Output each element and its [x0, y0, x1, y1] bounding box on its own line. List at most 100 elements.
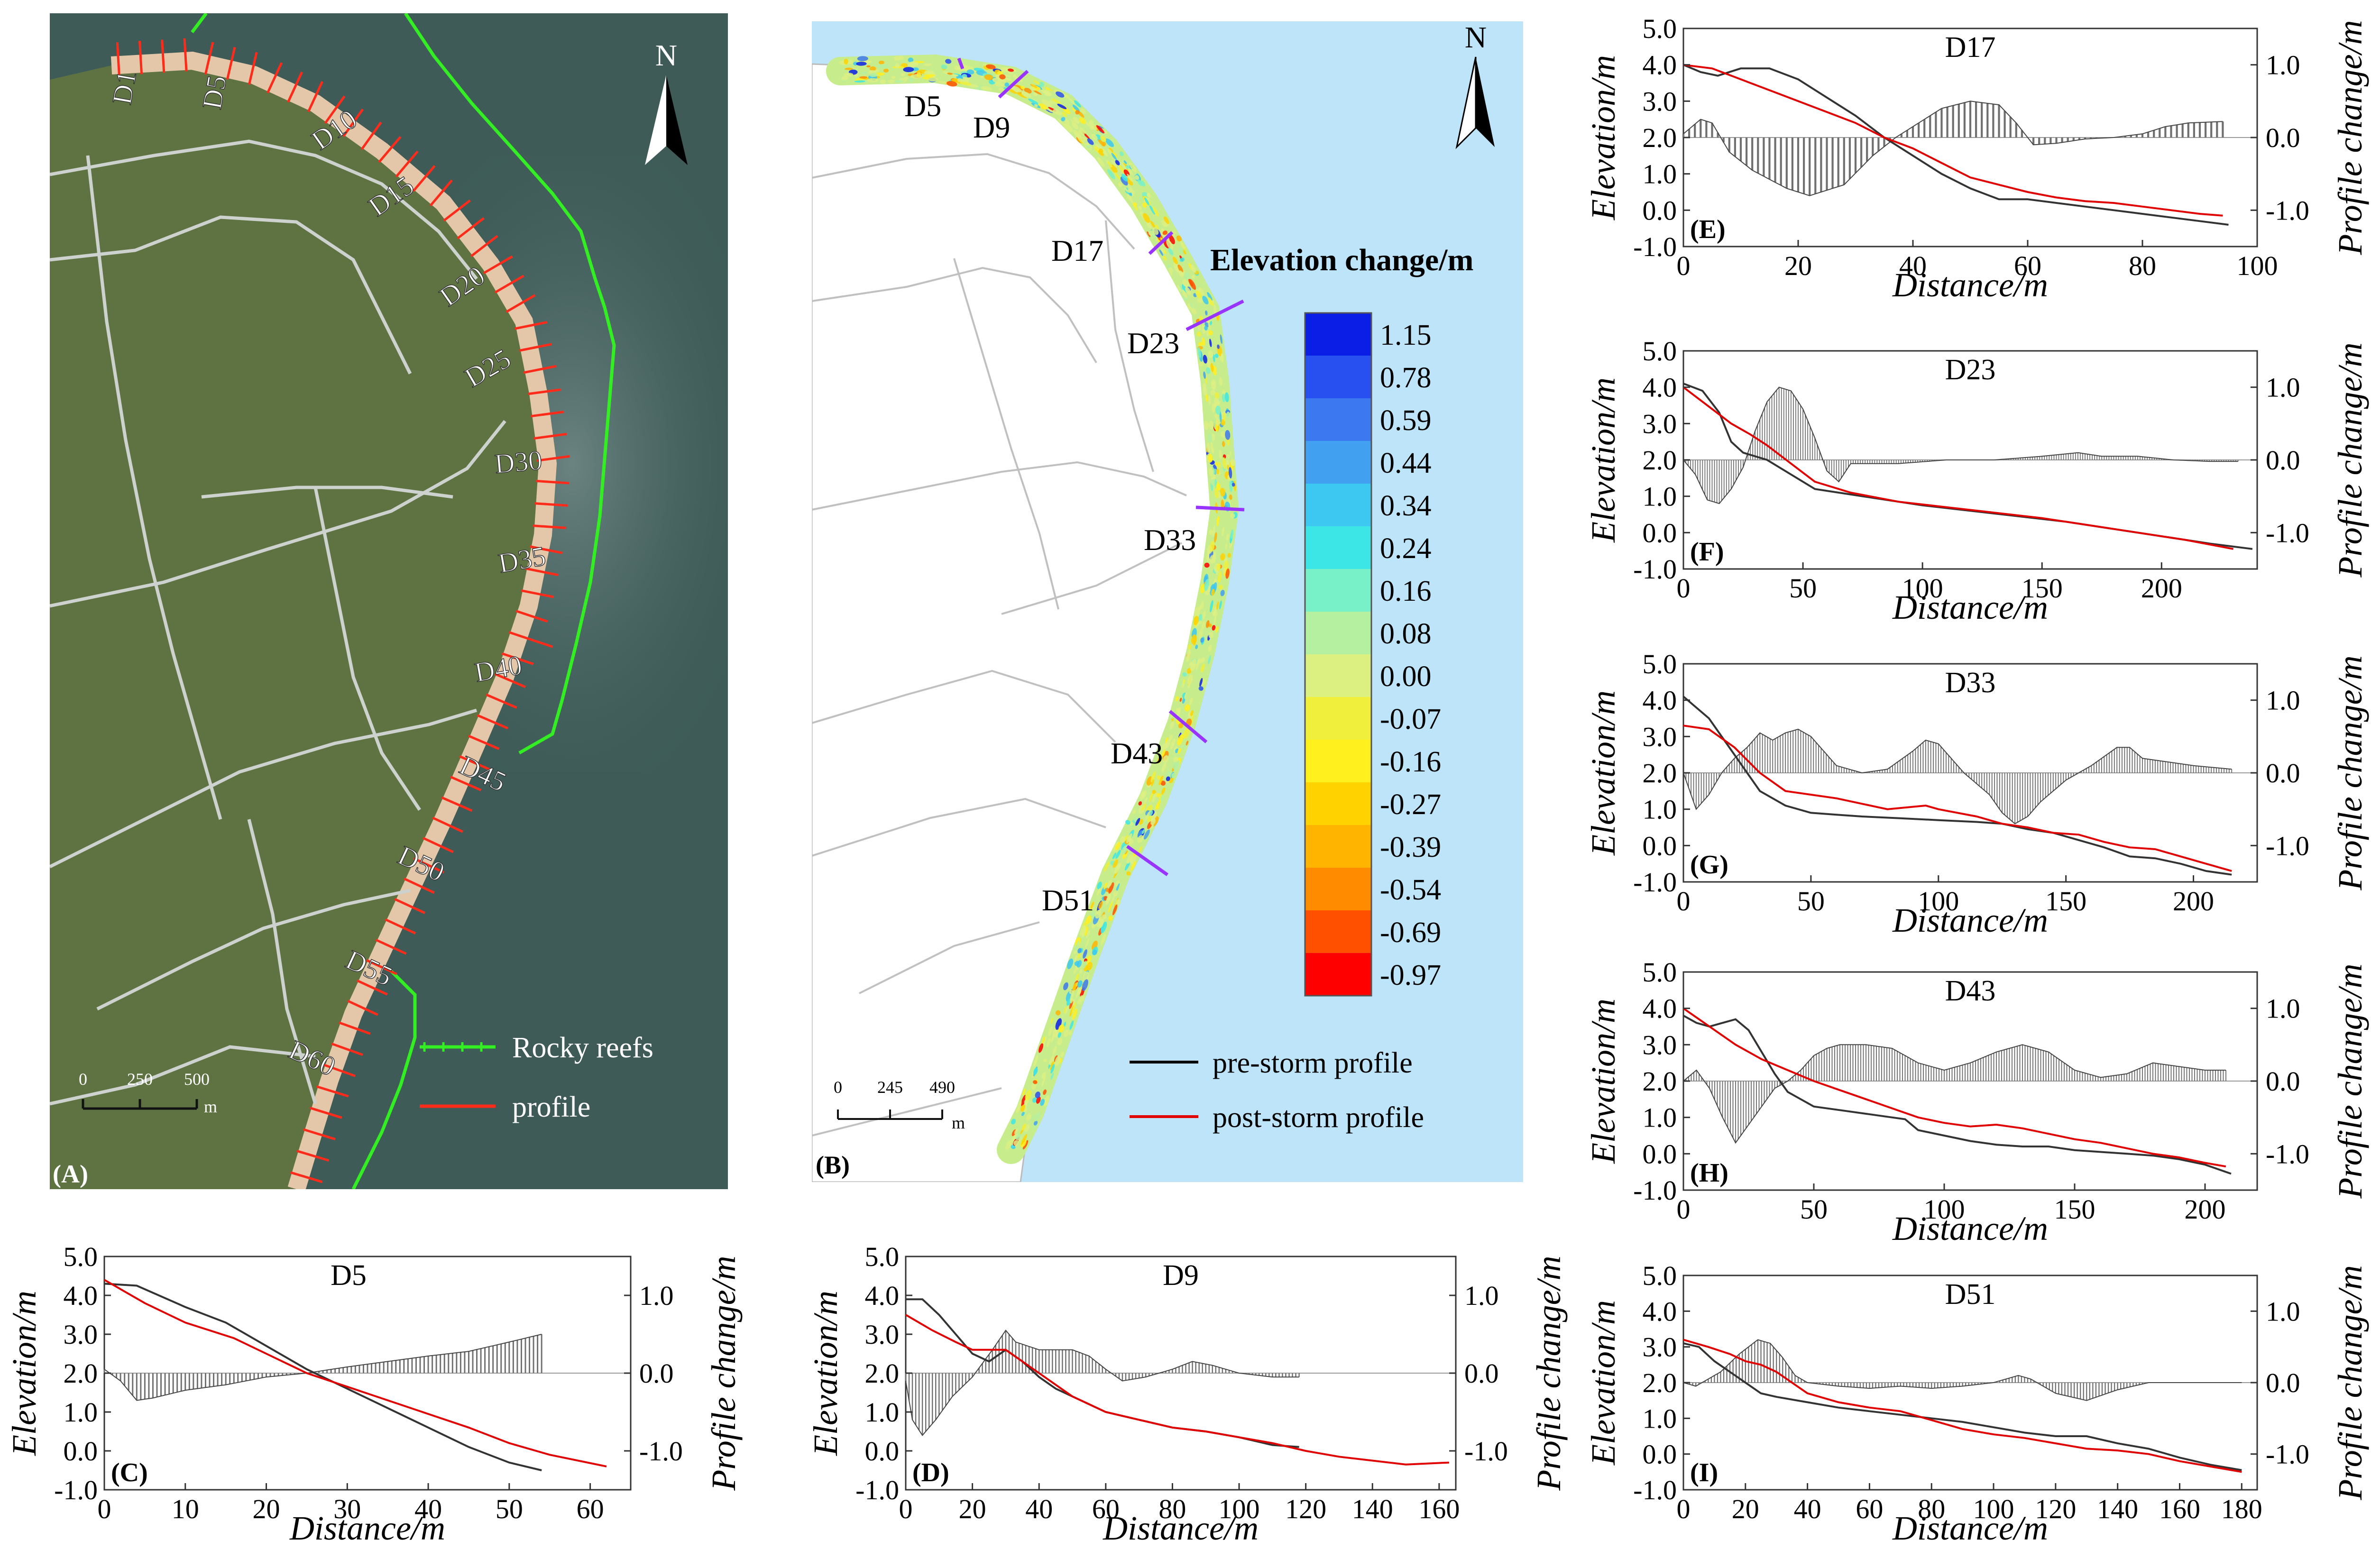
- post-storm-line: [1683, 64, 2223, 217]
- profile-change-bar: [1693, 1072, 1694, 1081]
- profile-change-bar: [2126, 747, 2128, 773]
- profile-change-bar: [225, 1373, 227, 1385]
- profile-change-bar: [1835, 1383, 1836, 1386]
- profile-change-bar: [1929, 116, 1931, 138]
- post-storm-line: [104, 1279, 607, 1467]
- x-tick-label: 100: [1924, 1194, 1965, 1225]
- profile-change-outline: [1683, 1044, 2226, 1144]
- profile-change-bar: [2086, 1383, 2087, 1401]
- profile-change-bar: [1952, 1383, 1954, 1387]
- colorbar-tick-label: 0.34: [1380, 490, 1432, 522]
- profile-change-bar: [1212, 1365, 1213, 1373]
- profile-change-bar: [1922, 460, 1923, 462]
- profile-change-bar: [1700, 119, 1702, 138]
- profile-change-bar: [1829, 1047, 1830, 1081]
- profile-change-bar: [1728, 460, 1729, 492]
- map-a-profile-line: [533, 524, 567, 529]
- profile-change-bar: [1728, 764, 1730, 773]
- x-tick-label: 0: [899, 1494, 913, 1524]
- map-b-profile-labels: D5 D9 D17 D23 D33 D43 D51: [904, 89, 1196, 917]
- profile-change-bar: [2222, 121, 2224, 138]
- y-tick-label: 5.0: [1643, 957, 1677, 988]
- colorbar-swatch: [1305, 910, 1371, 953]
- profile-change-bar: [435, 1355, 437, 1373]
- map-a-scale-250: 250: [127, 1070, 153, 1089]
- profile-change-bar: [1115, 1373, 1117, 1376]
- profile-change-bar: [1777, 737, 1778, 773]
- profile-change-bar: [1857, 1045, 1859, 1081]
- profile-change-bar: [1215, 1366, 1217, 1373]
- profile-change-bar: [2142, 457, 2143, 460]
- profile-change-bar: [921, 1373, 923, 1436]
- map-a-profile-line: [536, 479, 570, 485]
- map-b-scale-490: 490: [929, 1078, 955, 1097]
- map-a-profile-line: [530, 545, 563, 554]
- chart-h: 0 50 100 150 200 -1.0 0.0 1.0 2.0 3.0 4.0 5.0 -1.0 0.…: [1584, 957, 2369, 1247]
- profile-change-bar: [326, 1370, 328, 1373]
- profile-change-bar: [1824, 1050, 1825, 1081]
- profile-change-bar: [1948, 755, 1949, 773]
- profile-change-bar: [1768, 138, 1771, 180]
- profile-change-bar: [1872, 460, 1873, 464]
- profile-change-bar: [2095, 1076, 2096, 1081]
- profile-change-bar: [2172, 762, 2174, 773]
- profile-change-bars: [1682, 1339, 2242, 1401]
- profile-change-bar: [1945, 752, 1947, 773]
- y2-tick-label: -1.0: [1464, 1436, 1508, 1467]
- y2-axis-label: Profile change/m: [705, 1256, 743, 1491]
- colorbar-swatch: [1305, 654, 1371, 697]
- y-tick-label: 1.0: [1643, 159, 1677, 190]
- profile-change-bar: [1805, 414, 1806, 460]
- x-tick-label: 120: [2035, 1494, 2076, 1524]
- y-tick-label: 1.0: [1643, 481, 1677, 512]
- profile-change-bar: [2141, 1383, 2143, 1385]
- profile-change-bar: [1717, 132, 1719, 138]
- profile-change-bar: [1824, 460, 1825, 465]
- x-tick-label: 0: [1677, 1494, 1691, 1524]
- profile-change-bar: [2063, 454, 2064, 460]
- profile-change-bar: [1118, 1373, 1120, 1379]
- profile-change-bar: [2021, 1376, 2022, 1383]
- profile-change-bar: [2001, 1050, 2002, 1081]
- profile-change-bar: [2121, 1074, 2122, 1081]
- profile-change-bar: [2037, 457, 2038, 460]
- y-tick-label: 4.0: [64, 1280, 98, 1311]
- profile-change-bar: [1958, 767, 1959, 773]
- map-b-profile-label: D17: [1051, 234, 1103, 267]
- profile-change-bar: [1716, 773, 1717, 782]
- map-a-profile-line: [412, 165, 436, 192]
- profile-change-bar: [371, 1363, 373, 1373]
- profile-change-bar: [2027, 773, 2028, 816]
- map-b-profile-line: [1148, 231, 1174, 255]
- profile-change-bar: [2205, 1070, 2206, 1081]
- profile-change-bar: [1807, 421, 1809, 460]
- profile-change-bar: [2165, 1064, 2167, 1081]
- map-a-profile-line: [342, 109, 364, 137]
- chart-f: 0 50 100 150 200 -1.0 0.0 1.0 2.0 3.0 4.0 5.0 -1.0 0.…: [1584, 336, 2369, 626]
- profile-change-bar: [1762, 734, 1763, 773]
- profile-change-bar: [1714, 460, 1715, 502]
- x-tick-label: 0: [1677, 573, 1691, 604]
- profile-change-bar: [2046, 1383, 2047, 1388]
- profile-change-bar: [1946, 107, 1948, 138]
- x-tick-label: 100: [1902, 573, 1943, 604]
- profile-change-bar: [1848, 769, 1850, 773]
- profile-change-bar: [915, 1373, 917, 1425]
- profile-change-bar: [184, 1373, 186, 1391]
- profile-change-bar: [2089, 454, 2090, 460]
- colorbar-swatch: [1305, 356, 1371, 398]
- profile-change-bar: [1774, 138, 1776, 183]
- profile-change-bar: [2009, 773, 2011, 820]
- profile-change-bar: [2078, 138, 2081, 140]
- profile-change-bar: [2094, 455, 2095, 460]
- map-a-scale-bar: 0 250 500 m: [79, 1070, 217, 1116]
- x-tick-label: 100: [1918, 886, 1959, 917]
- colorbar-tick-label: 0.24: [1380, 532, 1432, 565]
- map-b-profile-label: D5: [904, 89, 941, 123]
- profile-change-bar: [1682, 134, 1685, 138]
- profile-change-bar: [1831, 1383, 1833, 1386]
- profile-change-bar: [2118, 1074, 2120, 1081]
- profile-change-bar: [1740, 1081, 1741, 1136]
- profile-change-bar: [415, 1357, 417, 1373]
- colorbar-tick-label: -0.07: [1380, 703, 1441, 735]
